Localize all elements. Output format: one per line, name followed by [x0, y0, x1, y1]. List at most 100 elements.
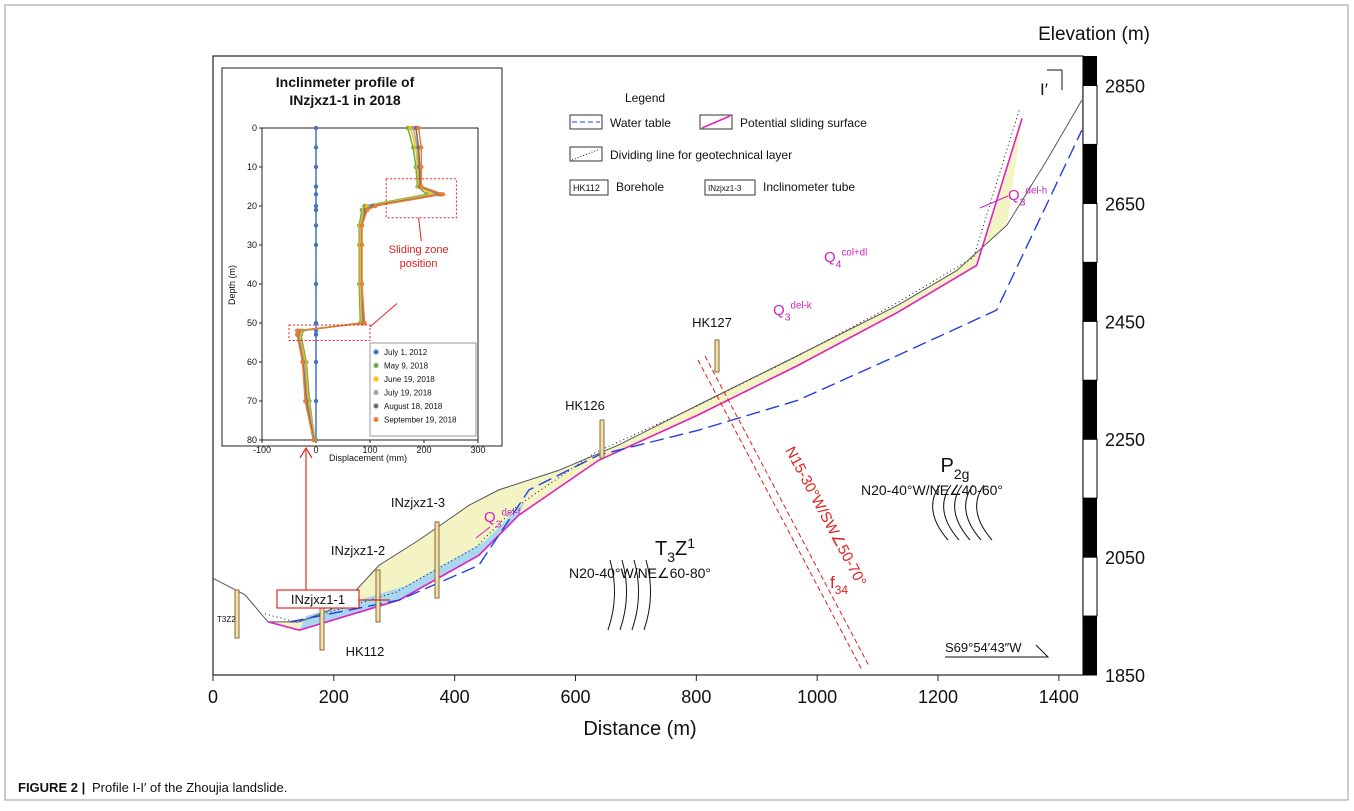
scale-bar: [1083, 380, 1097, 439]
borehole-label: INzjxz1-3: [391, 495, 445, 510]
inset-title: INzjxz1-1 in 2018: [289, 92, 400, 108]
inclinometer-point: [314, 208, 318, 212]
section-mark: [1047, 70, 1062, 90]
legend-label: July 1, 2012: [384, 348, 428, 357]
borehole-label: HK112: [346, 644, 385, 659]
label-part: col+dl: [842, 247, 868, 258]
pointer: [300, 448, 312, 590]
inclinometer-point: [419, 184, 423, 188]
inset-y-tick-label: 20: [247, 201, 257, 211]
legend-label: June 19, 2018: [384, 375, 435, 384]
scale-bar: [1083, 85, 1097, 144]
geology-label: f34: [830, 573, 848, 597]
inclinometer-point: [419, 165, 423, 169]
legend: Legend Water table Potential sliding sur…: [570, 91, 867, 195]
inset-y-tick-label: 80: [247, 435, 257, 445]
inclinometer-point: [314, 333, 318, 337]
label-part: Q: [484, 509, 496, 526]
legend-tag: INzjxz1-3: [708, 184, 742, 193]
y-tick-label: 1850: [1105, 666, 1145, 686]
borehole-label: HK127: [692, 315, 732, 330]
scale-bar: [1083, 203, 1097, 262]
fault-attitude: N15-30°W/SW∠50-70°: [781, 444, 869, 589]
legend-label: May 9, 2018: [384, 362, 429, 371]
inclinometer-point: [314, 165, 318, 169]
label-part: T: [655, 538, 667, 560]
caption-label: FIGURE 2 |: [18, 780, 85, 795]
label-part: 2g: [954, 466, 970, 482]
x-tick-label: 200: [319, 687, 349, 707]
label-part: 3: [496, 518, 502, 530]
inset-y-tick-label: 50: [247, 318, 257, 328]
inset-y-tick-label: 10: [247, 162, 257, 172]
caption-text: Profile I-I′ of the Zhoujia landslide.: [92, 780, 287, 795]
inclinometer-point: [360, 243, 364, 247]
scale-bar: [1083, 56, 1097, 85]
label-part: Q: [773, 302, 785, 319]
legend-marker: [374, 417, 379, 422]
section-end: I′: [1040, 80, 1048, 99]
inclinometer-point: [365, 208, 369, 212]
inset-x-tick-label: 100: [362, 445, 377, 455]
inclinometer-point: [373, 204, 377, 208]
legend-label: Water table: [610, 116, 671, 130]
label-part: Z: [675, 538, 687, 560]
legend-swatch: [702, 116, 730, 128]
legend-marker: [374, 363, 379, 368]
stratum-attitude: N20-40°W/NE∠40-60°: [861, 482, 1003, 498]
y-tick-label: 2650: [1105, 194, 1145, 214]
geology-label: Q3del-k: [773, 300, 812, 323]
legend-label: September 19, 2018: [384, 416, 457, 425]
inclinometer-point: [311, 438, 315, 442]
borehole-label: INzjxz1-2: [331, 543, 385, 558]
label-part: 3: [667, 549, 675, 565]
inset-annotation: position: [400, 258, 438, 270]
x-tick-label: 1000: [797, 687, 837, 707]
geology-label: Q3del-h: [1008, 185, 1047, 208]
scale-bar: [1083, 321, 1097, 380]
legend-swatch: [572, 149, 600, 160]
inclinometer-point: [295, 329, 299, 333]
inset-annotation: Sliding zone: [389, 244, 449, 256]
inclinometer-point: [300, 360, 304, 364]
inset-x-tick-label: 0: [313, 445, 318, 455]
scale-bar: [1083, 144, 1097, 203]
stratum-left: T3Z2: [217, 615, 236, 624]
inclinometer-point: [314, 204, 318, 208]
borehole: [600, 420, 604, 458]
inset-x-tick-label: 200: [416, 445, 431, 455]
label-part: 4: [836, 258, 842, 270]
inclinometer-point: [360, 282, 364, 286]
inset-x-tick-label: -100: [253, 445, 271, 455]
x-tick-label: 800: [681, 687, 711, 707]
figure: FIGURE 2 | Profile I-I′ of the Zhoujia l…: [0, 0, 1354, 806]
inset-y-tick-label: 0: [252, 123, 257, 133]
legend-label: August 18, 2018: [384, 402, 443, 411]
inset-y-tick-label: 40: [247, 279, 257, 289]
scale-bar: [1083, 616, 1097, 675]
label-part: del-h: [1026, 185, 1048, 196]
legend-marker: [374, 404, 379, 409]
inclinometer-point: [314, 145, 318, 149]
geology-label: Q4col+dl: [824, 247, 867, 270]
scale-bar: [1083, 498, 1097, 557]
legend-label: Dividing line for geotechnical layer: [610, 148, 792, 162]
scale-bar: [1083, 557, 1097, 616]
figure-border: [5, 5, 1348, 800]
inclinometer-point: [314, 360, 318, 364]
x-axis-title: Distance (m): [583, 718, 696, 740]
borehole: [715, 340, 719, 372]
inset-y-tick-label: 60: [247, 357, 257, 367]
label-part: Q: [824, 249, 836, 266]
inclinometer-point: [314, 399, 318, 403]
inclinometer-point: [303, 399, 307, 403]
label-part: 34: [835, 583, 849, 597]
legend-title: Legend: [625, 91, 665, 105]
x-tick-label: 600: [560, 687, 590, 707]
inclinometer-point: [360, 223, 364, 227]
legend-marker: [374, 377, 379, 382]
legend-tag: HK112: [573, 183, 600, 193]
legend-label: Borehole: [616, 180, 664, 194]
y-tick-label: 2850: [1105, 76, 1145, 96]
scale-bar: [1083, 439, 1097, 498]
